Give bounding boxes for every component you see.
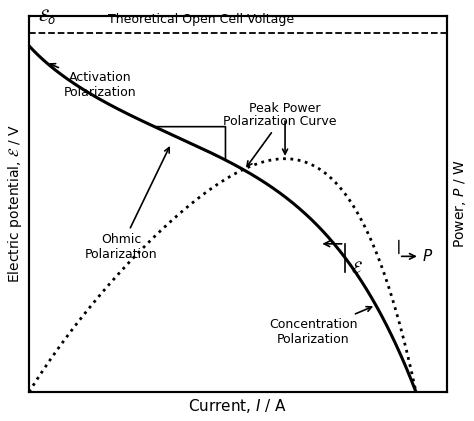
Y-axis label: Electric potential, $\mathcal{E}$ / V: Electric potential, $\mathcal{E}$ / V — [6, 124, 24, 283]
X-axis label: Current, $\mathit{I}$ / A: Current, $\mathit{I}$ / A — [188, 397, 288, 416]
Text: $\mathit{P}$: $\mathit{P}$ — [422, 248, 433, 264]
Text: $\mathcal{E}$: $\mathcal{E}$ — [351, 260, 363, 277]
Text: Theoretical Open Cell Voltage: Theoretical Open Cell Voltage — [109, 13, 295, 26]
Text: Concentration
Polarization: Concentration Polarization — [269, 306, 372, 346]
Text: Activation
Polarization: Activation Polarization — [50, 64, 137, 99]
Text: Peak Power: Peak Power — [249, 102, 321, 154]
Text: $\mathcal{E}_o$: $\mathcal{E}_o$ — [38, 7, 56, 26]
Text: Polarization Curve: Polarization Curve — [223, 115, 337, 166]
Y-axis label: Power, $\mathit{P}$ / W: Power, $\mathit{P}$ / W — [453, 160, 468, 248]
Text: Ohmic
Polarization: Ohmic Polarization — [85, 147, 169, 261]
